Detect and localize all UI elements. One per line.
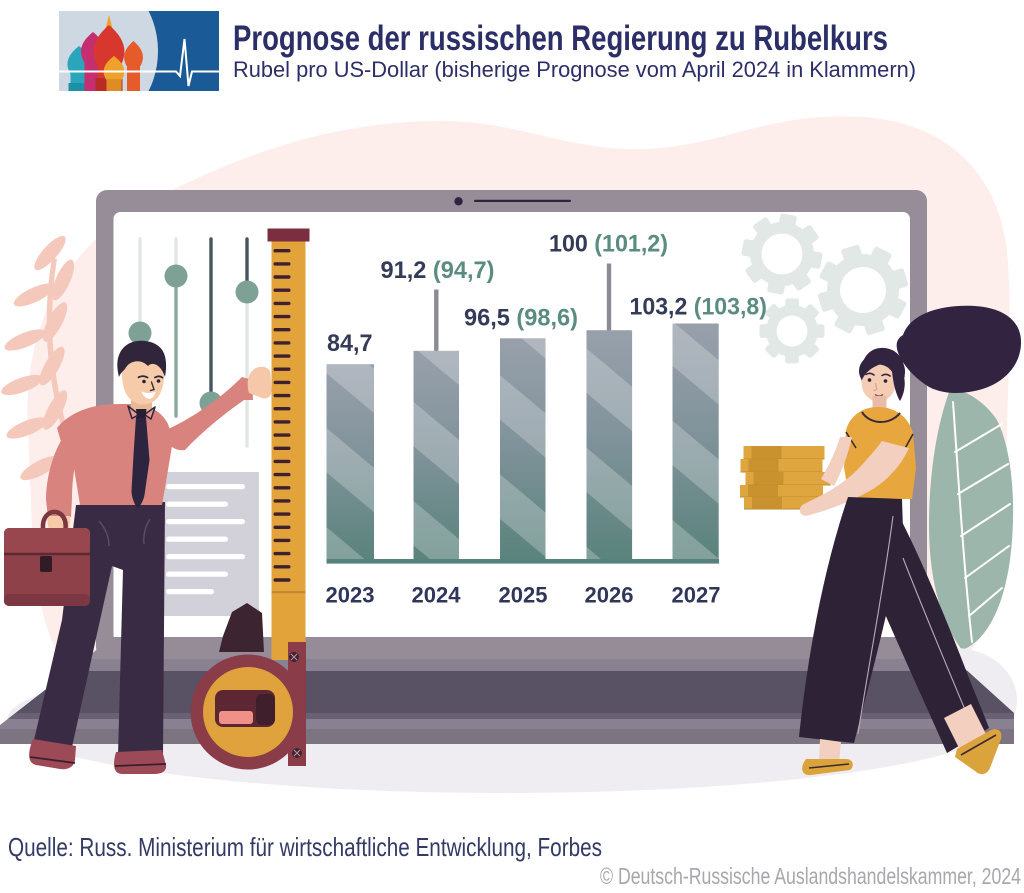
svg-text:2027: 2027	[672, 583, 721, 608]
svg-text:2026: 2026	[585, 583, 634, 608]
svg-text:2024: 2024	[412, 583, 462, 608]
svg-text:103,2 (103,8): 103,2 (103,8)	[630, 294, 768, 321]
svg-text:91,2 (94,7): 91,2 (94,7)	[381, 257, 495, 284]
svg-text:Prognose der russischen Regier: Prognose der russischen Regierung zu Rub…	[233, 19, 888, 58]
svg-text:Rubel pro US-Dollar (bisherige: Rubel pro US-Dollar (bisherige Prognose …	[233, 57, 916, 82]
svg-text:Quelle: Russ. Ministerium für: Quelle: Russ. Ministerium für wirtschaft…	[8, 832, 602, 862]
svg-text:96,5 (98,6): 96,5 (98,6)	[464, 305, 578, 332]
svg-text:100 (101,2): 100 (101,2)	[549, 231, 668, 258]
svg-text:2023: 2023	[326, 583, 375, 608]
svg-text:84,7: 84,7	[327, 330, 373, 357]
svg-text:2025: 2025	[499, 583, 548, 608]
svg-text:© Deutsch-Russische Auslandsha: © Deutsch-Russische Auslandshandelskamme…	[600, 863, 1021, 889]
